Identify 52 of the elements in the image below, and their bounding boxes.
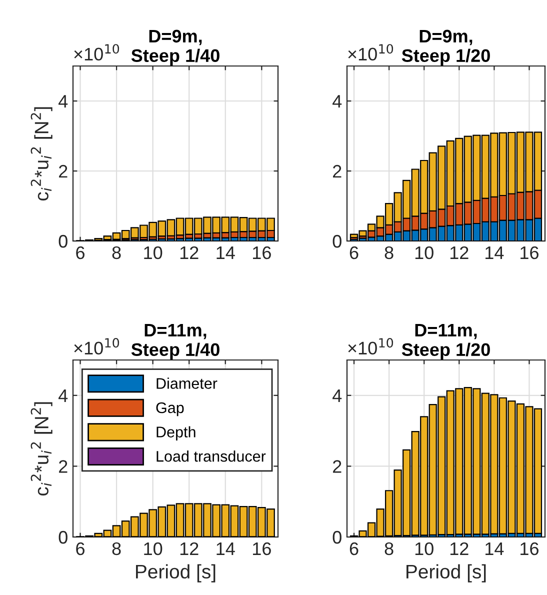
y-tick-label: 2 [59, 460, 68, 473]
x-tick-label: 16 [520, 542, 538, 556]
x-tick-label: 6 [76, 542, 84, 556]
x-tick-label: 16 [253, 246, 271, 260]
legend-label: Diameter [156, 378, 218, 389]
x-axis-title: Period [s] [136, 564, 216, 582]
x-tick-label: 14 [216, 542, 235, 555]
y-tick-label: 2 [333, 164, 342, 178]
legend-label: Depth [156, 426, 196, 440]
text: ×10$^{10}$ [74, 338, 120, 355]
y-tick-label: 2 [333, 460, 342, 473]
x-tick-label: 10 [415, 246, 434, 260]
chart-title: D=9m, Steep 1/40 [131, 30, 220, 66]
x-tick-label: 10 [144, 542, 162, 556]
y-tick-label: 4 [58, 390, 68, 402]
x-tick-label: 10 [415, 542, 434, 556]
y-tick-label: 4 [58, 95, 68, 108]
y-tick-label: 4 [332, 390, 342, 402]
y-tick-label: 0 [58, 234, 68, 248]
x-tick-label: 6 [350, 542, 358, 556]
x-tick-label: 14 [216, 246, 235, 259]
chart-title: D=11m, Steep 1/20 [402, 324, 490, 360]
text: ×10$^{10}$ [74, 44, 120, 61]
x-axis-title: Period [s] [406, 564, 486, 582]
chart-title: D=9m, Steep 1/20 [402, 30, 490, 66]
y-tick-label: 0 [58, 530, 68, 544]
y-tick-label: 0 [332, 530, 342, 544]
x-tick-label: 8 [384, 542, 394, 556]
y-tick-label: 0 [332, 234, 342, 248]
x-tick-label: 6 [76, 246, 84, 260]
y-tick-label: 4 [332, 95, 342, 108]
y-tick-label: 2 [59, 164, 68, 178]
text: ×10$^{10}$ [348, 338, 394, 355]
chart-title: D=11m, Steep 1/40 [131, 324, 220, 360]
legend-label: Gap [156, 402, 184, 416]
x-tick-label: 8 [112, 246, 121, 260]
x-tick-label: 14 [486, 542, 504, 555]
x-tick-label: 12 [180, 542, 198, 555]
x-tick-label: 16 [253, 542, 271, 556]
x-tick-label: 14 [486, 246, 504, 259]
x-tick-label: 12 [180, 246, 198, 259]
x-tick-label: 8 [384, 246, 394, 260]
x-tick-label: 6 [350, 246, 358, 260]
legend-label: Load transducer [156, 450, 266, 462]
text: c$_{i}$$^{2}$*u$_{i}$$^{2}$ [N$^{2}$] [30, 402, 52, 496]
x-tick-label: 12 [450, 246, 468, 259]
text: ×10$^{10}$ [348, 44, 394, 61]
x-tick-label: 8 [112, 542, 121, 556]
x-tick-label: 12 [450, 542, 468, 555]
x-tick-label: 16 [520, 246, 538, 260]
x-tick-label: 10 [144, 246, 162, 260]
text: c$_{i}$$^{2}$*u$_{i}$$^{2}$ [N$^{2}$] [30, 107, 52, 201]
